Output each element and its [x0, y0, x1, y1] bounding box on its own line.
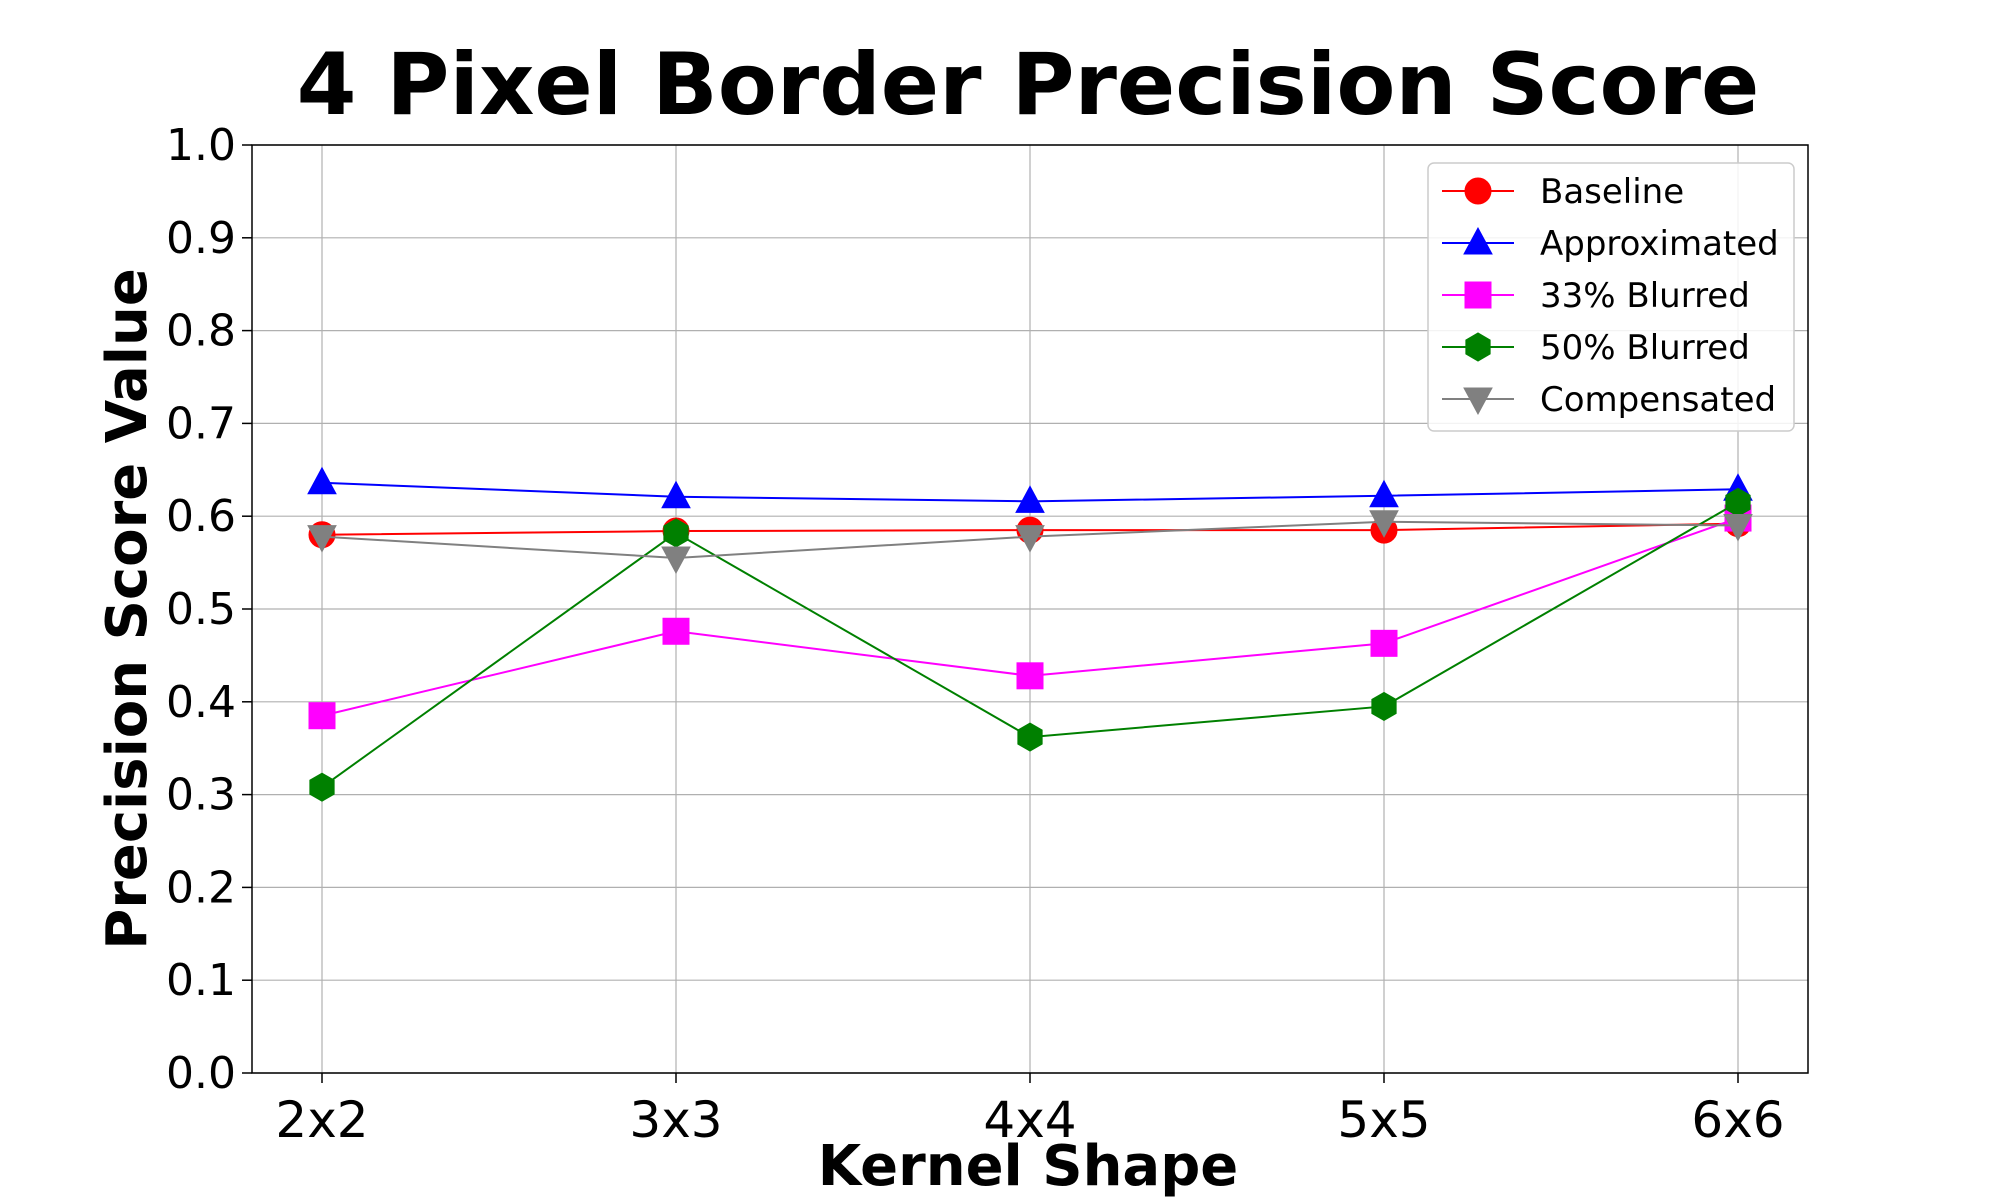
data-point — [661, 480, 691, 509]
y-tick-label: 0.6 — [166, 491, 236, 542]
series-layer — [307, 466, 1753, 802]
series-compensated — [307, 510, 1753, 575]
y-axis-label: Precision Score Value — [95, 268, 160, 950]
data-point — [1370, 629, 1398, 657]
y-tick-label: 0.3 — [166, 770, 236, 821]
chart-title: 4 Pixel Border Precision Score — [297, 35, 1760, 135]
y-tick-label: 0.8 — [166, 306, 236, 357]
legend-marker — [1464, 177, 1492, 205]
legend-item: Baseline — [1442, 172, 1684, 212]
x-axis-label: Kernel Shape — [818, 1134, 1239, 1199]
data-point — [661, 546, 691, 575]
series-50-blurred — [309, 487, 1751, 802]
data-point — [1015, 485, 1045, 513]
legend-item: Approximated — [1442, 224, 1779, 264]
y-tick-label: 0.5 — [166, 584, 236, 635]
data-point — [307, 525, 337, 553]
legend-item: 33% Blurred — [1442, 276, 1750, 316]
legend-marker — [1463, 226, 1493, 255]
data-point — [309, 772, 335, 802]
y-tick-label: 0.9 — [166, 213, 236, 264]
legend-label: Baseline — [1540, 172, 1684, 212]
legend: Baseline Approximated 33% Blurred 50% Blurr… — [1427, 162, 1795, 432]
y-tick-label: 0.1 — [166, 955, 236, 1006]
data-point — [1015, 525, 1045, 553]
legend-label: 33% Blurred — [1540, 276, 1750, 316]
legend-marker — [1465, 332, 1491, 362]
data-point — [1371, 691, 1397, 722]
y-tick-label: 0.2 — [166, 862, 236, 913]
y-tick-label: 0.0 — [166, 1048, 236, 1099]
legend-label: Compensated — [1540, 380, 1776, 420]
legend-label: 50% Blurred — [1540, 328, 1750, 368]
legend-marker — [1464, 281, 1492, 309]
data-point — [308, 702, 336, 730]
axis-ticks: 0.0 0.1 0.2 0.3 0.4 0.5 0.6 0.7 0.8 0.9 1.0 2x2 3x3 4… — [166, 120, 1785, 1149]
data-point — [307, 466, 337, 495]
y-tick-label: 1.0 — [166, 120, 236, 171]
data-point — [662, 617, 690, 645]
y-tick-label: 0.7 — [166, 398, 236, 449]
data-point — [1017, 722, 1043, 752]
legend-box — [1427, 162, 1795, 432]
x-tick-label: 3x3 — [629, 1091, 722, 1149]
legend-marker — [1463, 387, 1493, 416]
legend-label: Approximated — [1540, 224, 1779, 264]
data-point — [1723, 513, 1753, 542]
x-tick-label: 2x2 — [275, 1091, 368, 1149]
data-point — [1016, 662, 1044, 690]
data-point — [1369, 510, 1399, 538]
x-tick-label: 6x6 — [1691, 1091, 1784, 1149]
legend-item: Compensated — [1442, 380, 1776, 420]
x-tick-label: 4x4 — [983, 1091, 1076, 1149]
y-tick-label: 0.4 — [166, 677, 236, 728]
data-point — [1369, 479, 1399, 508]
x-tick-label: 5x5 — [1337, 1091, 1430, 1149]
legend-item: 50% Blurred — [1442, 328, 1750, 368]
